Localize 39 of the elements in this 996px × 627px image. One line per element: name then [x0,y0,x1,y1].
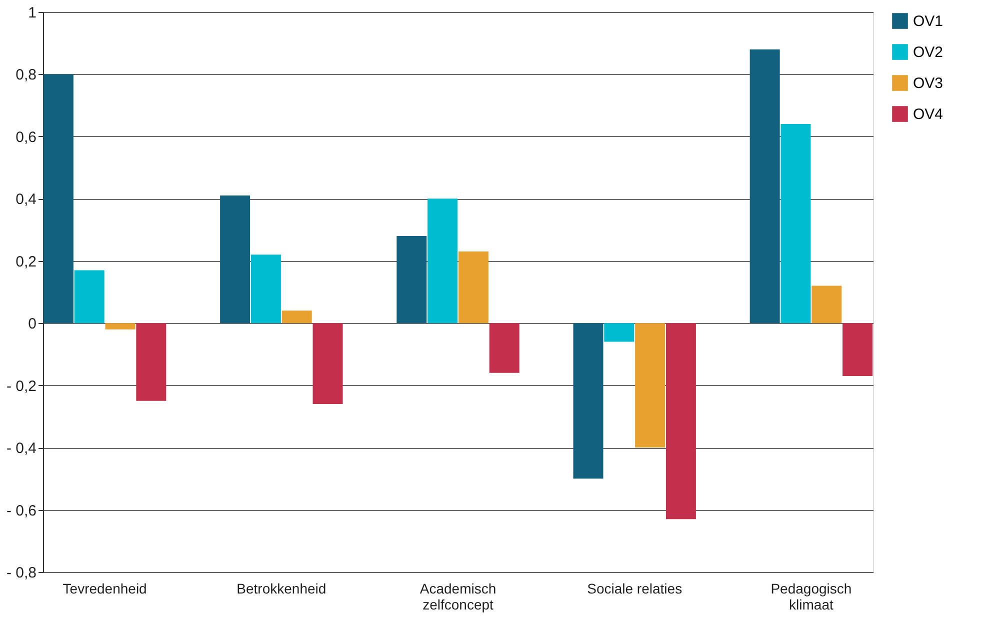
bar [666,323,696,520]
x-tick-label: Tevredenheid [62,580,147,596]
bar [282,310,312,324]
legend-label: OV3 [913,75,944,92]
y-tick-label: 0,2 [16,253,36,270]
legend-label: OV4 [913,106,944,123]
bar [489,323,520,373]
y-tick-label: 0,8 [16,66,36,84]
bar [136,323,166,401]
x-tick-label: Betrokkenheid [236,580,326,596]
bar [573,323,604,479]
bar [780,124,811,324]
bar [396,236,427,324]
bar [458,252,488,324]
y-tick-label: - 0,8 [6,564,36,582]
bar [220,196,250,324]
bar [250,254,281,324]
y-tick-label: 1 [28,4,36,22]
bar [842,323,873,376]
legend-label: OV1 [913,13,944,30]
bar [74,270,104,324]
bar [635,323,666,448]
y-tick-label: 0,4 [16,191,36,208]
x-tick-label: Pedagogisch klimaat [770,580,852,612]
bar [43,74,74,324]
y-tick-label: - 0,6 [6,502,36,520]
bar [105,323,136,330]
y-tick-label: - 0,2 [6,378,36,395]
x-tick-label: Sociale relaties [587,580,682,596]
bar [428,198,458,324]
legend-label: OV2 [913,44,944,61]
bar [812,286,842,324]
y-tick-label: - 0,4 [6,440,36,458]
bar [750,49,780,324]
bar [604,323,634,342]
bar [312,323,343,404]
y-tick-label: 0 [28,316,36,333]
x-tick-label: Academisch zelfconcept [420,580,496,612]
y-tick-label: 0,6 [16,128,36,146]
